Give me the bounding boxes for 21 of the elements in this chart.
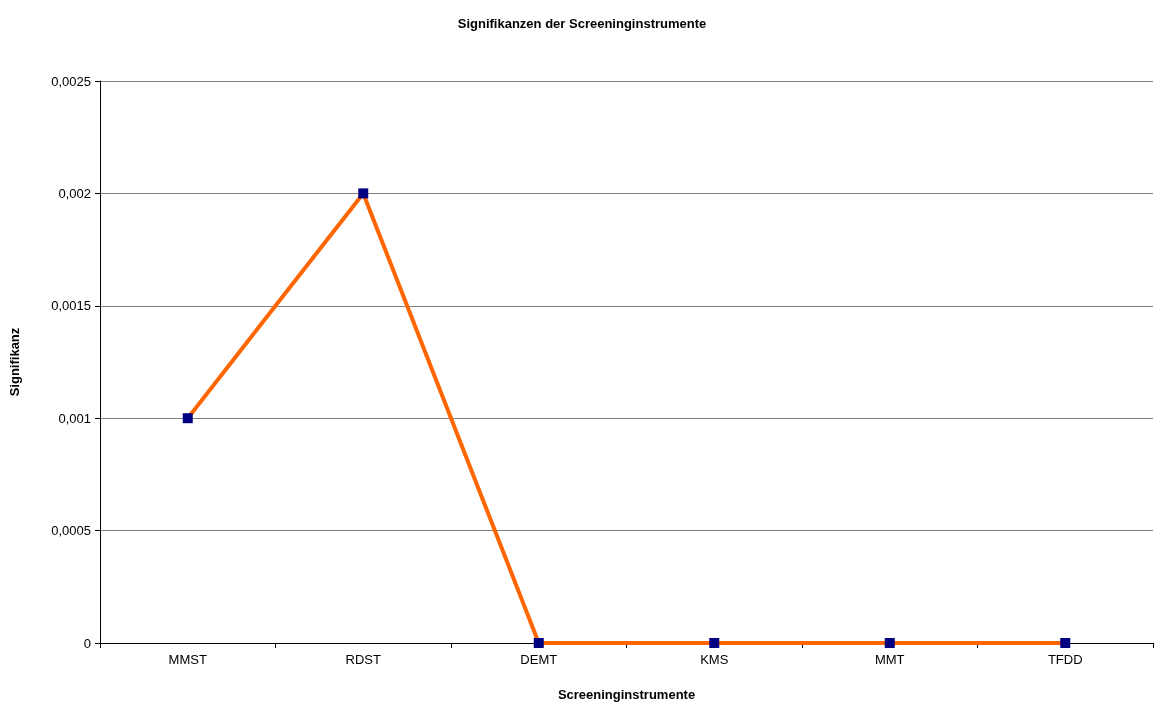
y-tick-label: 0,0015	[51, 298, 91, 314]
y-tick-label: 0,002	[58, 185, 91, 201]
chart-title: Signifikanzen der Screeninginstrumente	[457, 16, 707, 31]
point	[1060, 638, 1071, 648]
y-tick-label: 0,0025	[51, 73, 91, 89]
x-tick-label: MMT	[874, 652, 905, 667]
point	[358, 188, 369, 199]
point	[884, 638, 895, 648]
y-tick-label: 0,0005	[51, 523, 91, 539]
point	[182, 413, 193, 424]
x-tick-label: DEMT	[520, 652, 558, 667]
x-tick-label: RDST	[345, 652, 381, 667]
y-tick-label: 0,001	[58, 410, 91, 426]
x-tick-label: KMS	[700, 652, 729, 667]
point	[533, 638, 544, 648]
point	[709, 638, 720, 648]
y-axis-title: Signifikanz	[7, 327, 22, 397]
x-axis-title: Screeninginstrumente	[557, 687, 696, 702]
x-tick-label: TFDD	[1047, 652, 1083, 667]
x-tick-label: MMST	[168, 652, 207, 667]
y-tick-label: 0	[83, 635, 91, 651]
